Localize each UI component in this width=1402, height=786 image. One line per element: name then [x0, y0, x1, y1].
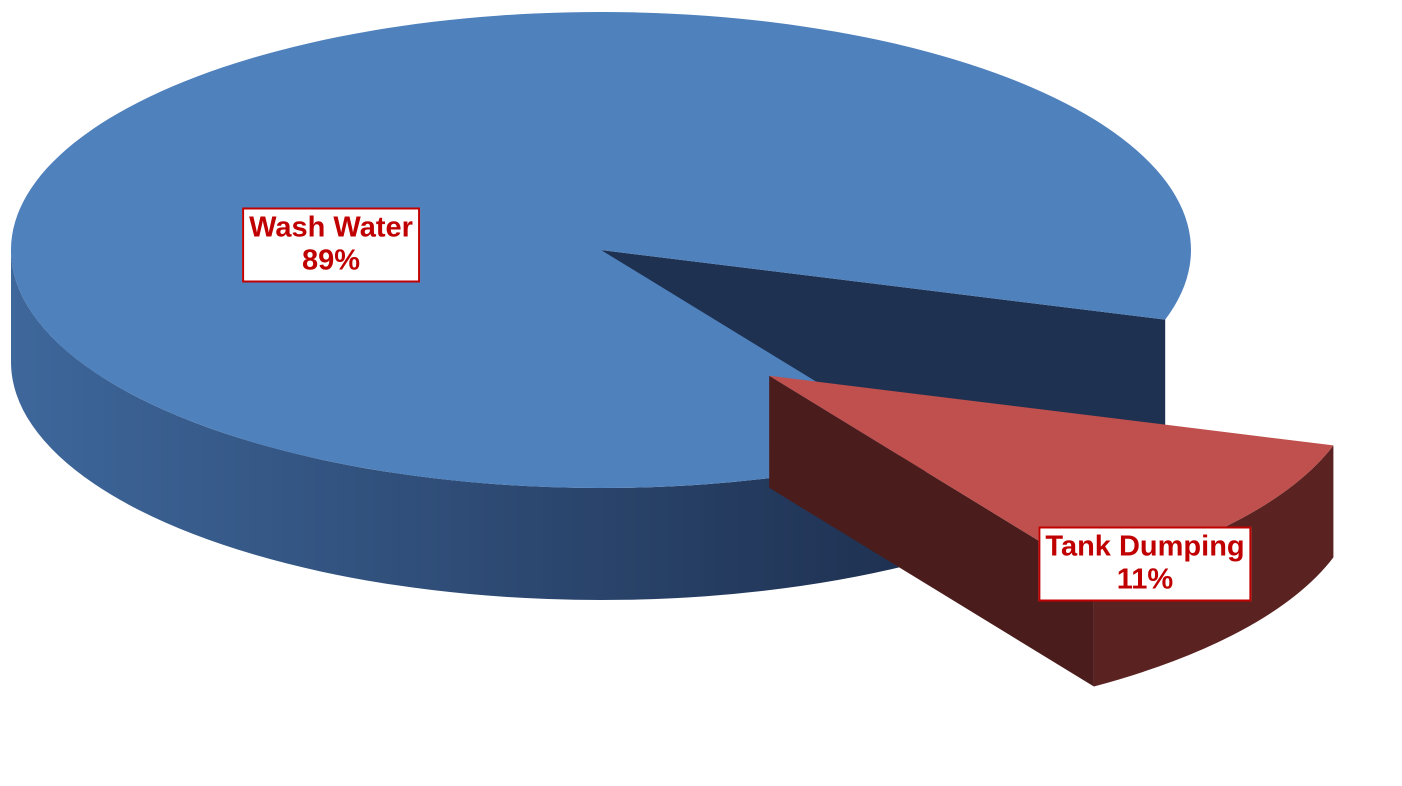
- slice-name-wash-water: Wash Water: [249, 211, 413, 244]
- slice-value-wash-water: 89%: [301, 244, 361, 277]
- slice-side-wash-water: [11, 250, 926, 601]
- slice-cut-face-tank-dumping: [769, 375, 1094, 687]
- slice-value-tank-dumping: 11%: [1116, 563, 1174, 596]
- data-label-wash-water: Wash Water 89%: [242, 207, 420, 283]
- slice-name-tank-dumping: Tank Dumping: [1045, 530, 1245, 563]
- slice-top-wash-water: [10, 12, 1191, 489]
- data-label-tank-dumping: Tank Dumping 11%: [1038, 526, 1252, 602]
- slice-top-tank-dumping: [769, 375, 1334, 575]
- slice-inner-face-wash-water: [601, 250, 1166, 432]
